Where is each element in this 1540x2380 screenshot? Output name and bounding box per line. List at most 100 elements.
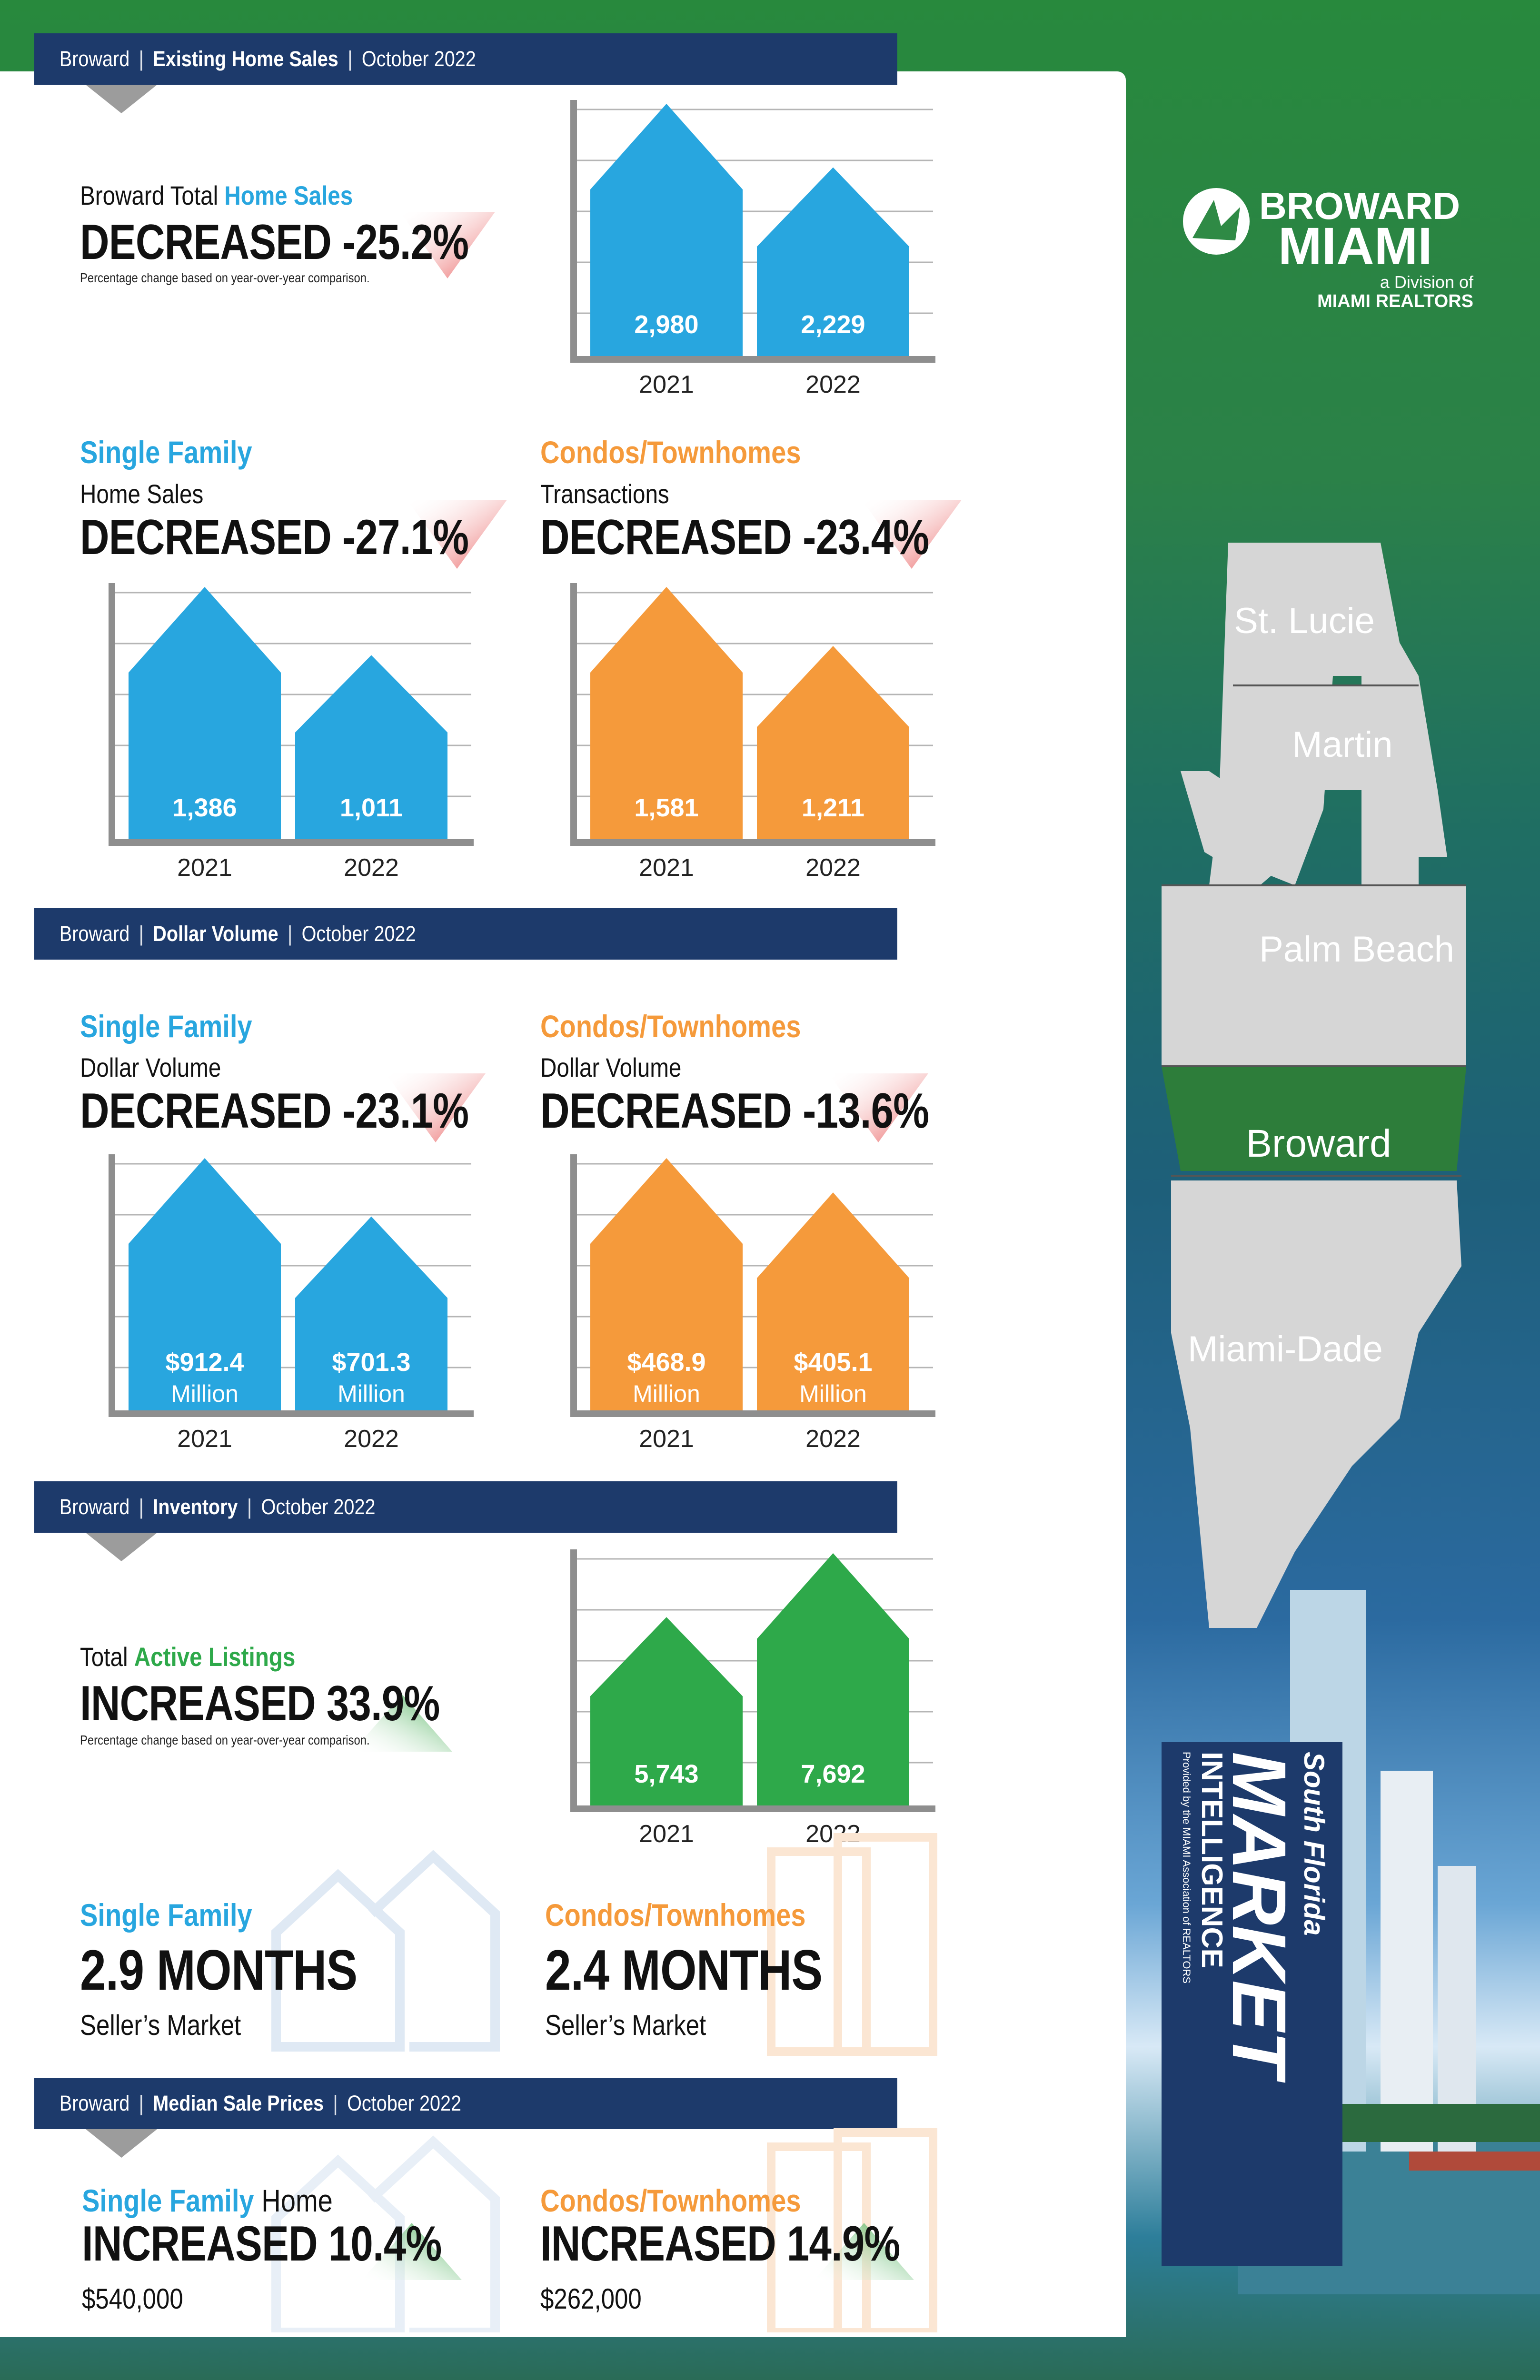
condo-sales-title: Condos/Townhomes [540,435,801,470]
x-tick-label: 2021 [639,854,694,882]
decrease-arrow-icon [862,500,962,569]
side-title-line4: Provided by the MIAMI Association of REA… [1181,1752,1192,1983]
county-st-lucie: St. Lucie [1234,601,1375,641]
condo-median-headline: INCREASED 14.9% [540,2216,900,2271]
bar-region: Broward [59,1495,130,1519]
county-broward: Broward [1246,1122,1391,1165]
data-label: 2,980 [634,310,698,339]
bar [590,587,743,839]
total-sales-label-a: Broward Total [80,180,225,210]
condo-volume-title: Condos/Townhomes [540,1009,801,1044]
bar-region: Broward [59,922,130,946]
decrease-arrow-icon [386,1073,486,1142]
city-skyline-image [1238,1590,1540,2294]
data-sublabel: Million [799,1380,867,1407]
data-label: $468.9 [627,1348,705,1377]
section-bar-inventory: Broward | Inventory | October 2022 [34,1481,897,1533]
data-label: 1,211 [802,793,864,822]
sf-sales-title: Single Family [80,435,252,470]
chart-sf-sales: 1,386 2021 1,011 2022 [102,578,474,897]
condo-median-title: Condos/Townhomes [540,2183,801,2218]
condo-sales-sub: Transactions [540,479,669,509]
data-label: $912.4 [165,1348,244,1377]
bar-topic: Existing Home Sales [153,47,338,71]
bar [590,1617,743,1805]
sf-volume-headline: DECREASED -23.1% [80,1083,469,1139]
bar-period: October 2022 [301,922,416,946]
bar [590,104,743,356]
data-label: $701.3 [332,1348,410,1377]
section-bar-dollar: Broward | Dollar Volume | October 2022 [34,908,897,960]
listings-label: Total Active Listings [80,1641,295,1672]
total-sales-label: Broward Total Home Sales [80,180,353,211]
bar [295,1216,447,1410]
bar-region: Broward [59,47,130,71]
data-sublabel: Million [338,1380,405,1407]
decrease-arrow-icon [400,212,495,278]
condo-volume-sub: Dollar Volume [540,1052,682,1082]
total-sales-note: Percentage change based on year-over-yea… [80,270,370,285]
sf-median-title: Single Family Home [82,2182,333,2219]
listings-note: Percentage change based on year-over-yea… [80,1733,370,1747]
data-label: 1,386 [172,793,237,822]
condo-volume-headline: DECREASED -13.6% [540,1083,929,1139]
listings-label-b: Active Listings [134,1642,296,1672]
bar [757,1553,909,1805]
condo-outline-icon [767,1833,937,2056]
x-tick-label: 2022 [805,1425,861,1453]
county-miami-dade: Miami-Dade [1188,1329,1383,1369]
bar [757,1192,909,1410]
bar-topic: Inventory [153,1495,238,1519]
listings-headline: INCREASED 33.9% [80,1676,440,1731]
x-tick-label: 2021 [177,854,232,882]
sf-median-headline: INCREASED 10.4% [82,2216,442,2271]
sf-months-market: Seller’s Market [80,2009,241,2041]
sf-volume-sub: Dollar Volume [80,1052,221,1082]
chart-condo-sales: 1,581 2021 1,211 2022 [564,578,935,897]
bar-region: Broward [59,2091,130,2115]
chart-svg: 2,980 2021 2,229 2022 [570,100,935,398]
chart-svg: $912.4 Million 2021 $701.3 Million 2022 [109,1154,474,1453]
logo-line2: MIAMI [1278,217,1432,276]
increase-arrow-icon [352,1695,452,1752]
bar-period: October 2022 [347,2091,462,2115]
bar-topic: Median Sale Prices [153,2091,324,2115]
chart-sf-volume: $912.4 Million 2021 $701.3 Million 2022 [102,1150,474,1468]
condo-months-market: Seller’s Market [545,2009,706,2041]
x-tick-label: 2021 [639,1820,694,1848]
side-title-line3: INTELLIGENCE [1195,1752,1228,1968]
x-tick-label: 2021 [639,1425,694,1453]
bar-period: October 2022 [361,47,476,71]
side-title-line2: MARKET [1217,1752,1302,2083]
bar [757,646,909,839]
x-tick-label: 2022 [805,371,861,398]
data-label: 2,229 [801,310,865,339]
broward-miami-logo: BROWARD MIAMI a Division of MIAMI REALTO… [1183,185,1474,311]
bar-pointer [86,85,157,113]
south-florida-map: St. Lucie Martin Palm Beach Broward Miam… [1162,543,1466,1628]
data-label: 1,011 [340,793,403,822]
condo-months-title: Condos/Townhomes [545,1897,806,1933]
decrease-arrow-icon [407,500,507,569]
logo-line1: BROWARD [1259,185,1460,227]
data-label: 5,743 [634,1760,698,1788]
increase-arrow-icon [362,2223,462,2280]
x-tick-label: 2022 [805,854,861,882]
data-label: $405.1 [794,1348,872,1377]
increase-arrow-icon [814,2223,914,2280]
data-label: 7,692 [801,1760,865,1788]
bar [757,167,909,356]
county-palm-beach: Palm Beach [1259,929,1454,970]
x-tick-label: 2022 [344,854,399,882]
chart-condo-volume: $468.9 Million 2021 $405.1 Million 2022 [564,1150,935,1468]
sf-median-title-b: Home [254,2183,333,2218]
sf-sales-sub: Home Sales [80,479,204,509]
side-title-line1: South Florida [1298,1752,1330,1936]
total-sales-label-b: Home Sales [224,180,353,210]
sf-months-title: Single Family [80,1897,252,1933]
bar [129,587,281,839]
condo-months-value: 2.4 MONTHS [545,1938,823,2002]
bar-pointer [86,2129,157,2158]
section-bar-median: Broward | Median Sale Prices | October 2022 [34,2078,897,2129]
